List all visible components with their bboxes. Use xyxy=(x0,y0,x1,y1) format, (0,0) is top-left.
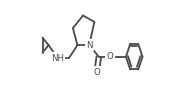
Text: N: N xyxy=(86,41,93,50)
Text: O: O xyxy=(107,52,113,61)
Text: O: O xyxy=(93,68,100,77)
Text: NH: NH xyxy=(51,53,64,63)
